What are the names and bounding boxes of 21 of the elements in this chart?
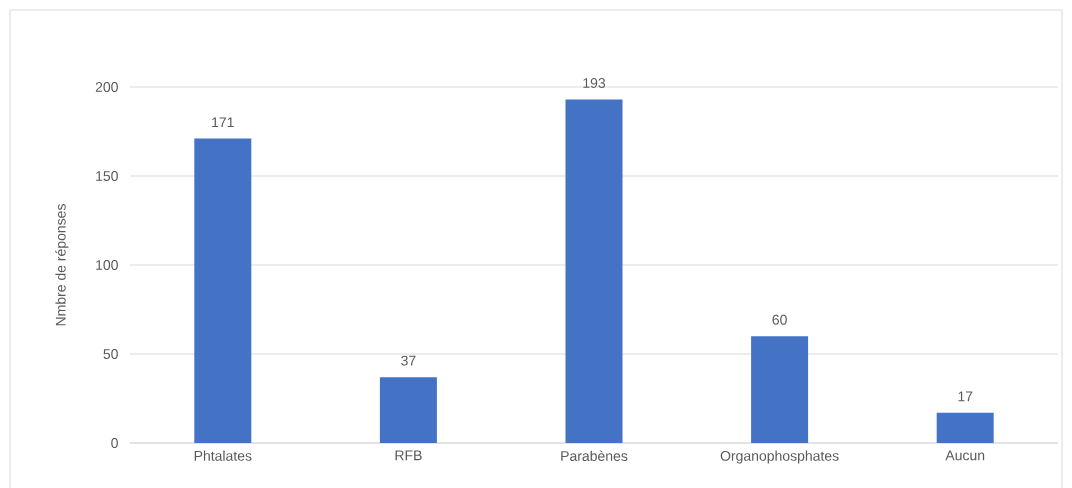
data-label: 60 [772, 314, 787, 325]
data-label: 37 [401, 355, 416, 366]
data-label: 17 [958, 391, 973, 402]
y-tick-label: 150 [96, 171, 118, 181]
bar [565, 99, 623, 443]
y-tick-label: 100 [96, 260, 118, 270]
y-tick-label: 200 [95, 82, 118, 92]
x-tick-label: Organophosphates [720, 450, 839, 464]
x-tick-label: Parabènes [561, 450, 628, 461]
y-tick-label: 0 [111, 438, 118, 448]
bar [379, 377, 437, 443]
x-tick-label: Aucun [945, 450, 985, 461]
bar [194, 138, 252, 443]
x-tick-label: Phtalates [194, 450, 252, 461]
x-tick-label: RFB [395, 450, 422, 461]
data-label: 171 [212, 117, 234, 128]
y-axis-title: Nmbre de réponses [55, 204, 69, 326]
y-tick-label: 50 [103, 349, 118, 359]
data-label: 193 [583, 78, 606, 88]
bar [936, 412, 994, 443]
bar [751, 336, 809, 443]
